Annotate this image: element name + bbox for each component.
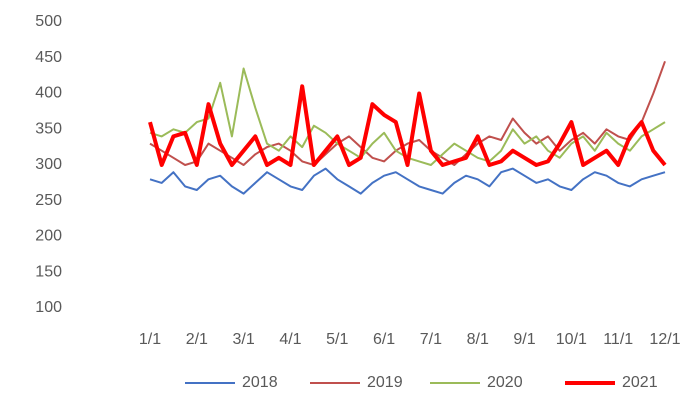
series-line xyxy=(149,167,666,195)
x-tick-label: 5/1 xyxy=(326,331,348,348)
x-tick-label: 3/1 xyxy=(233,331,255,348)
series-line xyxy=(148,84,667,167)
legend-label: 2020 xyxy=(487,374,523,391)
y-tick-label: 300 xyxy=(35,156,62,173)
legend-label: 2018 xyxy=(242,374,278,391)
x-tick-label: 9/1 xyxy=(513,331,535,348)
x-tick-label: 10/1 xyxy=(556,331,587,348)
y-tick-label: 200 xyxy=(35,228,62,245)
y-tick-label: 350 xyxy=(35,120,62,137)
x-tick-label: 8/1 xyxy=(467,331,489,348)
y-tick-label: 250 xyxy=(35,192,62,209)
legend-label: 2019 xyxy=(367,374,403,391)
x-tick-label: 2/1 xyxy=(186,331,208,348)
x-tick-label: 1/1 xyxy=(139,331,161,348)
y-tick-label: 150 xyxy=(35,263,62,280)
y-tick-label: 400 xyxy=(35,85,62,102)
y-tick-label: 450 xyxy=(35,49,62,66)
y-tick-label: 500 xyxy=(35,13,62,30)
legend-label: 2021 xyxy=(622,374,658,391)
x-tick-label: 12/1 xyxy=(649,331,680,348)
x-tick-label: 6/1 xyxy=(373,331,395,348)
x-tick-label: 11/1 xyxy=(603,331,633,348)
x-tick-label: 7/1 xyxy=(420,331,442,348)
x-tick-label: 4/1 xyxy=(279,331,301,348)
y-tick-label: 100 xyxy=(35,299,62,316)
